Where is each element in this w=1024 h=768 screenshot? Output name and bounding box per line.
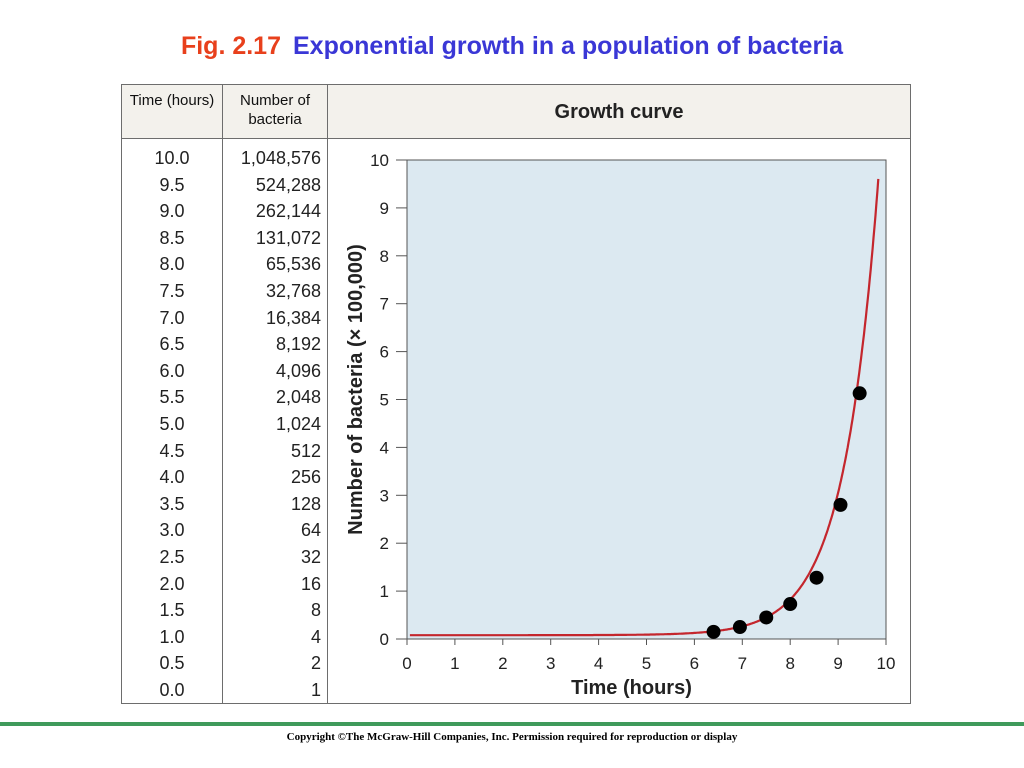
bacteria-count-column: 1,048,576 524,288 262,144 131,072 65,536 32,7…	[224, 145, 321, 703]
time-cell: 5.0	[159, 413, 185, 434]
y-tick-label: 6	[380, 343, 389, 362]
table-header-band	[122, 85, 910, 139]
time-cell: 2.0	[159, 573, 185, 594]
time-cell: 9.0	[159, 201, 185, 222]
footer-rule	[0, 722, 1024, 726]
bacteria-count-cell: 8,192	[275, 334, 321, 355]
bacteria-count-cell: 512	[290, 440, 321, 461]
time-cell: 5.5	[159, 387, 185, 408]
time-cell: 2.5	[159, 546, 185, 567]
plot-area	[406, 159, 887, 640]
chart-title: Growth curve	[554, 101, 684, 123]
x-tick-label: 9	[833, 654, 842, 673]
y-tick-label: 8	[380, 247, 389, 266]
time-column-header: Time (hours)	[129, 92, 215, 109]
y-tick-label: 10	[370, 151, 389, 170]
time-cell: 0.5	[159, 653, 185, 674]
x-tick-label: 1	[450, 654, 459, 673]
time-cell: 3.5	[159, 493, 185, 514]
y-tick-label: 9	[380, 199, 389, 218]
x-tick-label: 8	[785, 654, 794, 673]
x-tick-label: 7	[738, 654, 747, 673]
y-axis-label: Number of bacteria (× 100,000)	[345, 244, 367, 535]
count-column-header: Number of bacteria	[239, 92, 311, 128]
time-cell: 1.5	[159, 600, 185, 621]
bacteria-count-cell: 1	[310, 679, 321, 700]
bacteria-count-cell: 4	[310, 626, 321, 647]
bacteria-count-cell: 64	[300, 520, 321, 541]
column-divider	[327, 85, 328, 703]
bacteria-count-cell: 2,048	[275, 387, 321, 408]
bacteria-count-cell: 16	[300, 573, 321, 594]
time-cell: 6.5	[159, 334, 185, 355]
bacteria-count-cell: 32,768	[265, 280, 321, 301]
copyright-notice: Copyright ©The McGraw-Hill Companies, In…	[286, 731, 738, 743]
time-cell: 4.0	[159, 467, 185, 488]
slide-title: Fig. 2.17 Exponential growth in a populat…	[0, 32, 1024, 61]
bacteria-count-cell: 65,536	[265, 254, 321, 275]
time-cell: 7.5	[159, 280, 185, 301]
bacteria-count-cell: 262,144	[255, 201, 321, 222]
x-tick-label: 4	[594, 654, 603, 673]
bacteria-count-cell: 4,096	[275, 360, 321, 381]
bacteria-count-cell: 1,048,576	[240, 148, 321, 168]
x-tick-label: 2	[498, 654, 507, 673]
bacteria-count-cell: 524,288	[255, 174, 321, 195]
time-cell: 10.0	[154, 148, 190, 168]
figure-label: Fig. 2.17	[180, 32, 281, 60]
bacteria-count-cell: 32	[300, 546, 321, 567]
growth-curve-line	[409, 178, 880, 637]
bacteria-count-cell: 131,072	[255, 227, 321, 248]
y-tick-label: 5	[380, 391, 389, 410]
bacteria-count-cell: 2	[310, 653, 321, 674]
time-cell: 1.0	[159, 626, 185, 647]
x-axis-label: Time (hours)	[571, 677, 692, 699]
bacteria-count-cell: 256	[290, 467, 321, 488]
bacteria-count-cell: 1,024	[275, 413, 321, 434]
x-tick-label: 10	[877, 654, 896, 673]
bacteria-count-cell: 128	[290, 493, 321, 514]
x-tick-label: 5	[642, 654, 651, 673]
y-tick-label: 2	[380, 534, 389, 553]
x-tick-label: 3	[546, 654, 555, 673]
data-point	[833, 497, 848, 512]
column-divider	[222, 85, 223, 703]
time-cell: 0.0	[159, 679, 185, 700]
time-cell: 9.5	[159, 174, 185, 195]
y-tick-label: 4	[380, 438, 389, 457]
data-point	[732, 620, 747, 635]
time-cell: 6.0	[159, 360, 185, 381]
time-cell: 7.0	[159, 307, 185, 328]
y-tick-label: 7	[380, 295, 389, 314]
y-tick-label: 3	[380, 486, 389, 505]
data-point	[852, 386, 867, 401]
y-tick-label: 0	[380, 630, 389, 649]
x-tick-label: 0	[402, 654, 411, 673]
data-point	[783, 597, 798, 612]
time-cell: 8.5	[159, 227, 185, 248]
time-cell: 3.0	[159, 520, 185, 541]
time-column: 10.0 9.5 9.0 8.5 8.0 7.5 7.0 6.5 6.0 5.5 5.0 4.5 4.0…	[122, 145, 222, 703]
x-tick-label: 6	[690, 654, 699, 673]
time-cell: 8.0	[159, 254, 185, 275]
y-tick-label: 1	[380, 582, 389, 601]
bacteria-count-cell: 16,384	[265, 307, 321, 328]
data-point	[706, 624, 721, 639]
data-point	[759, 610, 774, 625]
figure-title: Exponential growth in a population of ba…	[293, 32, 844, 60]
bacteria-count-cell: 8	[310, 600, 321, 621]
data-point	[809, 570, 824, 585]
time-cell: 4.5	[159, 440, 185, 461]
